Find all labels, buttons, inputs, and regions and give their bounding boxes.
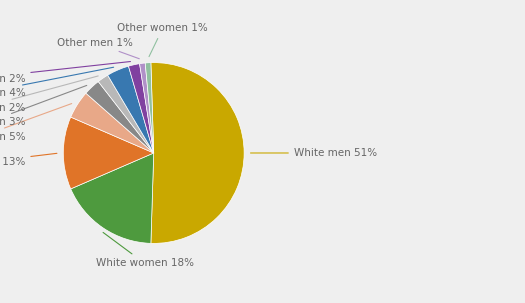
Text: Black women 2%: Black women 2% bbox=[0, 76, 98, 113]
Wedge shape bbox=[86, 82, 154, 153]
Wedge shape bbox=[151, 63, 244, 243]
Text: Other women 1%: Other women 1% bbox=[118, 23, 208, 57]
Wedge shape bbox=[71, 93, 154, 153]
Text: White women 18%: White women 18% bbox=[96, 232, 194, 268]
Wedge shape bbox=[64, 117, 154, 189]
Wedge shape bbox=[98, 75, 154, 153]
Text: Hispanic men 4%: Hispanic men 4% bbox=[0, 67, 113, 98]
Wedge shape bbox=[140, 63, 154, 153]
Text: White men 51%: White men 51% bbox=[250, 148, 377, 158]
Text: Asian women 5%: Asian women 5% bbox=[0, 104, 72, 142]
Text: Hispanic women 2%: Hispanic women 2% bbox=[0, 62, 130, 84]
Text: Asian men 13%: Asian men 13% bbox=[0, 153, 57, 167]
Wedge shape bbox=[108, 66, 154, 153]
Text: Other men 1%: Other men 1% bbox=[57, 38, 139, 59]
Wedge shape bbox=[71, 153, 154, 243]
Wedge shape bbox=[145, 63, 154, 153]
Text: Black men 3%: Black men 3% bbox=[0, 85, 87, 127]
Wedge shape bbox=[129, 64, 154, 153]
